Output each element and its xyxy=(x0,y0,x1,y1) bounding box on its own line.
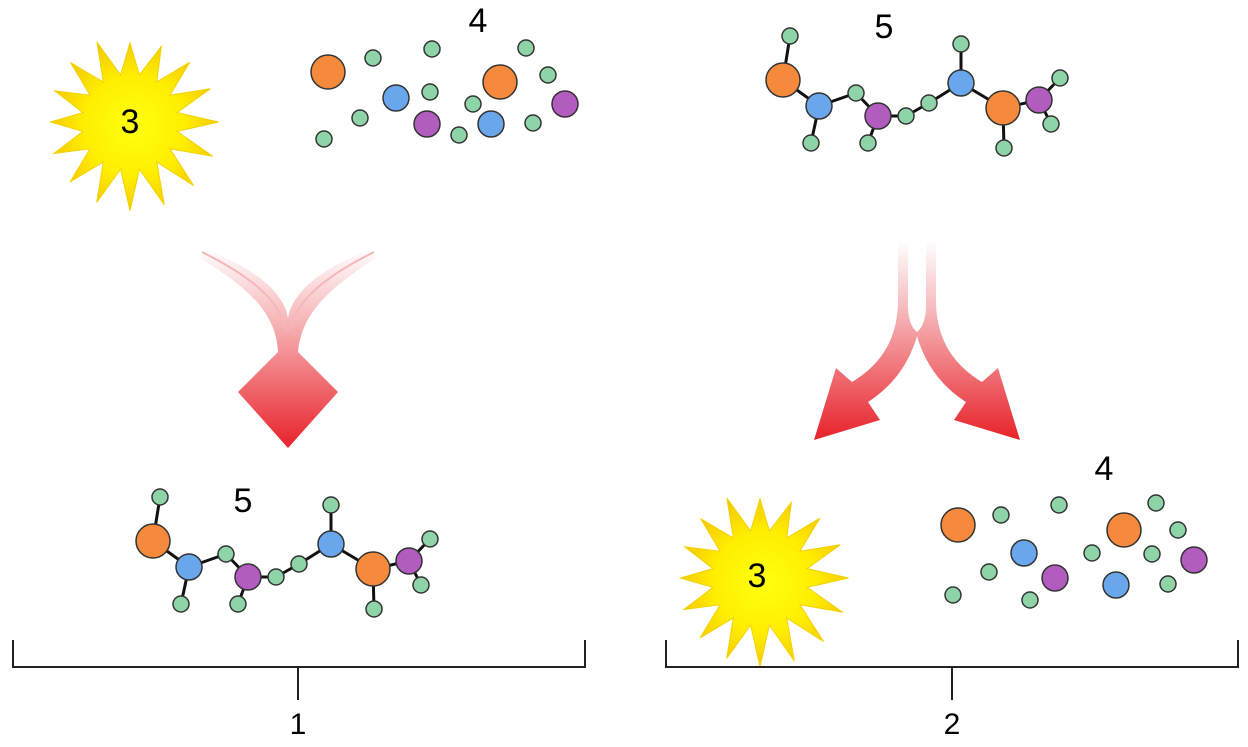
green-atom xyxy=(952,35,970,53)
purple-atom xyxy=(395,547,423,575)
purple-atom xyxy=(413,110,441,138)
blue-atom xyxy=(1102,571,1130,599)
green-atom xyxy=(539,66,557,84)
atoms-label: 4 xyxy=(469,2,488,40)
green-atom xyxy=(351,109,369,127)
orange-atom xyxy=(1106,512,1142,548)
scattered-atoms: 4 xyxy=(940,450,1208,609)
sun-burst-icon: 3 xyxy=(678,497,849,667)
blue-atom xyxy=(175,553,203,581)
blue-atom xyxy=(317,530,345,558)
molecule-label: 5 xyxy=(875,8,894,46)
green-atom xyxy=(217,545,235,563)
energy-label: 3 xyxy=(121,103,140,141)
green-atom xyxy=(421,83,439,101)
blue-atom xyxy=(805,92,833,120)
blue-atom xyxy=(947,69,975,97)
purple-atom xyxy=(864,102,892,130)
green-atom xyxy=(1169,521,1187,539)
green-atom xyxy=(1042,115,1060,133)
green-atom xyxy=(1050,496,1068,514)
bonded-molecule: 5 xyxy=(765,8,1069,157)
green-atom xyxy=(920,94,938,112)
green-atom xyxy=(412,576,430,594)
purple-atom xyxy=(1041,564,1069,592)
green-atom xyxy=(1051,69,1069,87)
scattered-atoms: 4 xyxy=(310,2,579,148)
bonded-molecule: 5 xyxy=(135,482,439,618)
green-atom xyxy=(781,27,799,45)
green-atom xyxy=(992,506,1010,524)
blue-atom xyxy=(477,110,505,138)
purple-atom xyxy=(1025,86,1053,114)
green-atom xyxy=(995,139,1013,157)
orange-atom xyxy=(355,551,391,587)
green-atom xyxy=(944,586,962,604)
green-atom xyxy=(364,49,382,67)
merging-arrow-icon xyxy=(200,248,376,448)
green-atom xyxy=(172,595,190,613)
purple-atom xyxy=(551,90,579,118)
energy-label: 3 xyxy=(748,557,767,595)
green-atom xyxy=(802,134,820,152)
green-atom xyxy=(859,134,877,152)
purple-atom xyxy=(234,563,262,591)
green-atom xyxy=(847,84,865,102)
orange-atom xyxy=(310,54,346,90)
left-panel: 3 4 5 1 xyxy=(12,2,586,741)
green-atom xyxy=(897,107,915,125)
sun-burst-icon: 3 xyxy=(48,41,219,211)
purple-atom xyxy=(1180,546,1208,574)
green-atom xyxy=(322,496,340,514)
green-atom xyxy=(980,563,998,581)
green-atom xyxy=(524,114,542,132)
green-atom xyxy=(1159,575,1177,593)
green-atom xyxy=(421,530,439,548)
green-atom xyxy=(517,39,535,57)
bracket xyxy=(665,640,1239,700)
bracket-label: 1 xyxy=(290,708,307,741)
green-atom xyxy=(365,600,383,618)
green-atom xyxy=(151,488,169,506)
orange-atom xyxy=(985,90,1021,126)
molecule-label: 5 xyxy=(234,482,253,520)
orange-atom xyxy=(940,507,976,543)
green-atom xyxy=(464,95,482,113)
blue-atom xyxy=(1010,539,1038,567)
bracket-label: 2 xyxy=(944,708,961,741)
green-atom xyxy=(267,568,285,586)
orange-atom xyxy=(135,523,171,559)
orange-atom xyxy=(765,62,801,98)
orange-atom xyxy=(482,64,518,100)
atoms-label: 4 xyxy=(1095,450,1114,488)
green-atom xyxy=(290,555,308,573)
green-atom xyxy=(1021,591,1039,609)
green-atom xyxy=(1147,494,1165,512)
right-panel: 5 3 4 2 xyxy=(665,8,1239,741)
green-atom xyxy=(229,595,247,613)
green-atom xyxy=(450,126,468,144)
green-atom xyxy=(423,40,441,58)
green-atom xyxy=(315,130,333,148)
splitting-arrow-icon xyxy=(814,240,1020,440)
green-atom xyxy=(1083,544,1101,562)
green-atom xyxy=(1143,545,1161,563)
bracket xyxy=(12,640,586,700)
blue-atom xyxy=(382,84,410,112)
